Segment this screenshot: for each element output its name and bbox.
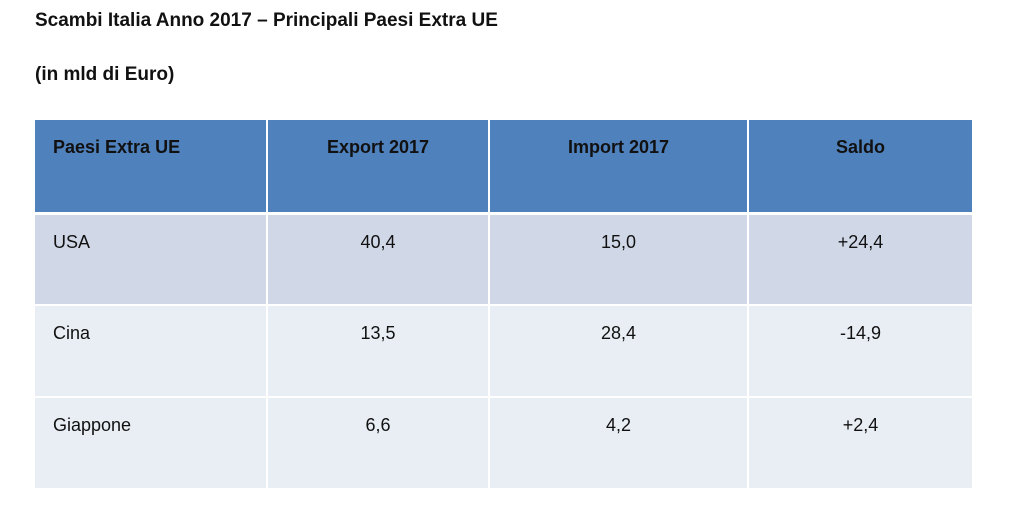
cell-export: 6,6 xyxy=(267,397,490,490)
table-row: USA 40,4 15,0 +24,4 xyxy=(35,213,972,306)
cell-country: USA xyxy=(35,213,268,306)
table-header-row: Paesi Extra UE Export 2017 Import 2017 S… xyxy=(35,120,972,215)
cell-export: 40,4 xyxy=(267,213,490,306)
table-row: Cina 13,5 28,4 -14,9 xyxy=(35,305,972,398)
cell-balance: +24,4 xyxy=(748,213,972,306)
trade-table: Paesi Extra UE Export 2017 Import 2017 S… xyxy=(35,120,972,490)
table-row: Giappone 6,6 4,2 +2,4 xyxy=(35,397,972,490)
cell-balance: +2,4 xyxy=(748,397,972,490)
cell-country: Giappone xyxy=(35,397,268,490)
cell-import: 28,4 xyxy=(489,305,749,398)
document-subtitle: (in mld di Euro) xyxy=(35,64,175,85)
cell-country: Cina xyxy=(35,305,268,398)
header-import: Import 2017 xyxy=(489,120,749,215)
document-title: Scambi Italia Anno 2017 – Principali Pae… xyxy=(35,10,498,31)
header-country: Paesi Extra UE xyxy=(35,120,268,215)
header-balance: Saldo xyxy=(748,120,972,215)
cell-import: 15,0 xyxy=(489,213,749,306)
cell-balance: -14,9 xyxy=(748,305,972,398)
cell-export: 13,5 xyxy=(267,305,490,398)
header-export: Export 2017 xyxy=(267,120,490,215)
cell-import: 4,2 xyxy=(489,397,749,490)
